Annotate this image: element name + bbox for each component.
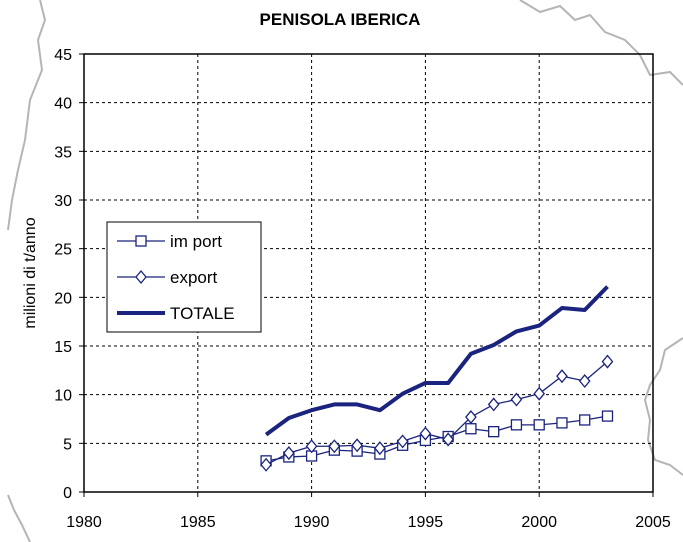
y-axis-label: milioni di t/anno (22, 217, 39, 328)
y-tick-label: 35 (54, 144, 72, 161)
y-tick-label: 20 (54, 290, 72, 307)
data-point-import (533, 419, 545, 431)
x-tick-label: 1980 (66, 514, 102, 531)
series-export (260, 354, 614, 472)
chart-title: PENISOLA IBERICA (260, 10, 421, 29)
x-tick-label: 2005 (635, 514, 671, 531)
plot-frame (83, 53, 654, 493)
x-tick-label: 2000 (521, 514, 557, 531)
series (260, 285, 614, 472)
coastline-decoration (7, 0, 47, 231)
data-point-import (465, 423, 477, 435)
legend-label-import: im port (170, 232, 222, 251)
data-point-export (305, 439, 318, 454)
legend: im port export TOTALE (106, 221, 262, 333)
grid (84, 54, 653, 492)
data-point-export (374, 441, 386, 456)
x-tick-label: 1985 (180, 514, 216, 531)
data-point-export (442, 432, 455, 447)
y-tick-label: 10 (54, 388, 72, 405)
data-point-import (488, 426, 500, 438)
coastline-decoration (643, 337, 683, 476)
data-point-export (328, 439, 341, 454)
data-point-import (510, 419, 523, 431)
data-point-import (556, 417, 568, 429)
legend-marker-import (135, 235, 147, 247)
series-line-totale (264, 285, 609, 437)
y-tick-label: 40 (54, 96, 72, 113)
legend-marker-export (135, 269, 147, 285)
data-point-export (351, 438, 363, 453)
data-point-import (579, 414, 591, 426)
data-point-export (601, 354, 614, 369)
y-tick-label: 0 (63, 485, 72, 502)
data-point-export (396, 434, 409, 449)
series-line-import (265, 415, 608, 462)
data-point-export (556, 369, 568, 384)
y-tick-label: 15 (54, 339, 72, 356)
data-point-export (578, 374, 591, 389)
data-point-export (465, 410, 477, 425)
axis-ticks: 1980 1985 1990 1995 2000 2005 0 5 10 15 20 25 30 35 40… (54, 47, 671, 531)
x-tick-label: 1995 (408, 514, 444, 531)
coastline-decoration (7, 494, 31, 542)
data-point-export (533, 386, 546, 401)
data-point-import (601, 410, 614, 422)
data-point-export (487, 397, 500, 412)
y-tick-label: 5 (63, 436, 72, 453)
data-point-export (282, 446, 295, 461)
x-tick-label: 1990 (294, 514, 330, 531)
data-point-export (510, 392, 523, 407)
series-totale (264, 285, 609, 437)
y-tick-label: 45 (54, 47, 72, 64)
series-import (260, 410, 614, 467)
y-tick-label: 25 (54, 242, 72, 259)
series-line-export (265, 361, 608, 466)
y-tick-label: 30 (54, 193, 72, 210)
coastline-decoration (519, 0, 683, 86)
legend-label-totale: TOTALE (170, 304, 235, 323)
legend-label-export: export (170, 268, 218, 287)
data-point-export (260, 457, 272, 472)
data-point-export (419, 426, 432, 441)
